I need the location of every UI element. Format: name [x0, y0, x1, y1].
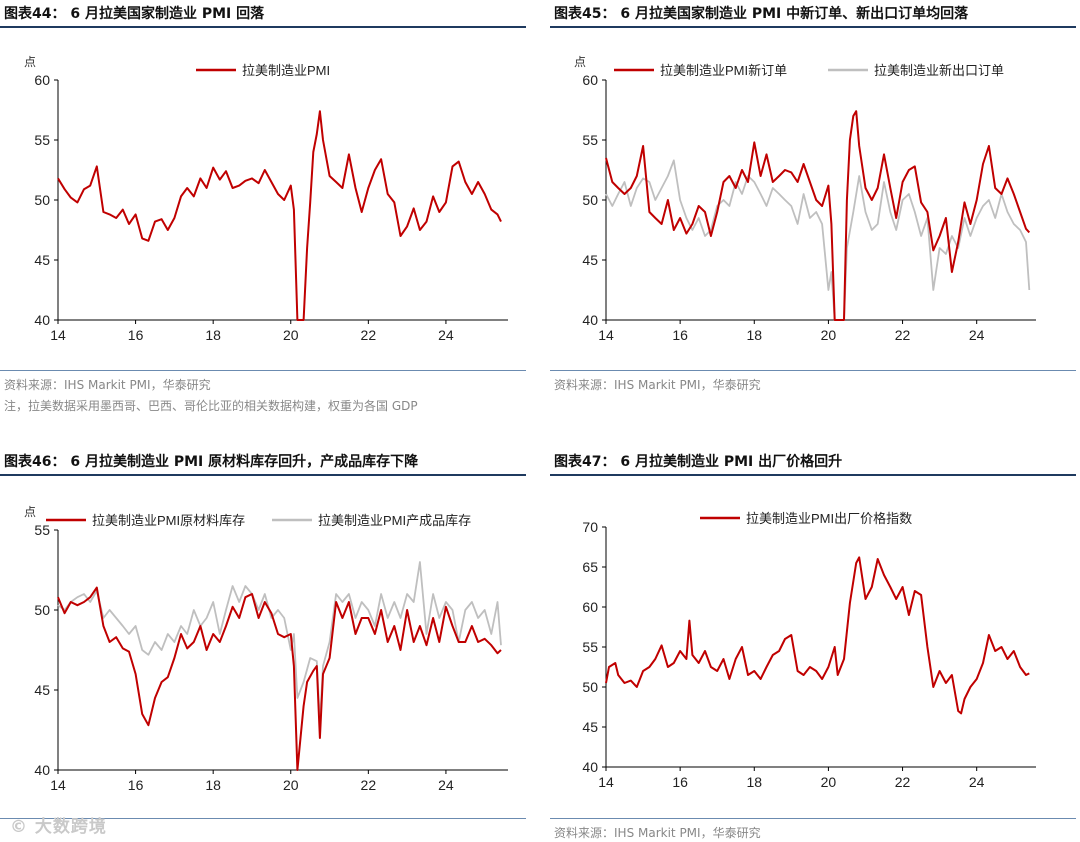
source-text: 资料来源：IHS Markit PMI，华泰研究 — [554, 826, 761, 840]
x-tick-label: 22 — [361, 327, 377, 343]
legend-label: 拉美制造业PMI — [242, 63, 330, 78]
x-tick-label: 24 — [969, 327, 985, 343]
y-tick-label: 45 — [582, 719, 598, 735]
y-tick-label: 50 — [34, 602, 50, 618]
x-tick-label: 18 — [205, 327, 221, 343]
x-tick-label: 24 — [438, 327, 454, 343]
x-tick-label: 14 — [598, 774, 614, 790]
x-tick-label: 18 — [746, 774, 762, 790]
chart-title: 图表44： 6 月拉美国家制造业 PMI 回落 — [4, 6, 265, 22]
x-tick-label: 20 — [821, 774, 837, 790]
y-tick-label: 40 — [34, 312, 50, 328]
source-divider — [0, 370, 526, 371]
y-axis-unit-label: 点 — [24, 55, 36, 69]
y-tick-label: 55 — [582, 639, 598, 655]
x-tick-label: 22 — [361, 777, 377, 793]
note-text: 注，拉美数据采用墨西哥、巴西、哥伦比亚的相关数据构建，权重为各国 GDP — [4, 399, 418, 413]
legend-label: 拉美制造业PMI产成品库存 — [318, 513, 471, 528]
y-tick-label: 40 — [582, 312, 598, 328]
x-tick-label: 14 — [50, 777, 66, 793]
chart-45-plot: 点 40 45 50 55 60 14 16 18 20 22 24 拉美制造业PMI新订单 拉美制造业新… — [574, 55, 1036, 343]
chart-panel-46: 图表46： 6 月拉美制造业 PMI 原材料库存回升，产成品库存下降 点 40 45… — [0, 448, 540, 842]
source-divider — [550, 370, 1076, 371]
x-tick-label: 24 — [969, 774, 985, 790]
series-line — [57, 561, 502, 723]
y-tick-label: 60 — [34, 72, 50, 88]
source-text: 资料来源：IHS Markit PMI，华泰研究 — [554, 378, 761, 392]
x-tick-label: 14 — [598, 327, 614, 343]
legend-label: 拉美制造业新出口订单 — [874, 63, 1004, 78]
y-tick-label: 45 — [582, 252, 598, 268]
chart-panel-45: 图表45： 6 月拉美国家制造业 PMI 中新订单、新出口订单均回落 点 40 45… — [550, 0, 1080, 420]
chart-title: 图表47： 6 月拉美制造业 PMI 出厂价格回升 — [554, 454, 843, 470]
y-tick-label: 45 — [34, 682, 50, 698]
x-tick-label: 20 — [821, 327, 837, 343]
series-line — [57, 586, 502, 771]
x-tick-label: 22 — [895, 774, 911, 790]
y-tick-label: 65 — [582, 559, 598, 575]
y-tick-label: 55 — [582, 132, 598, 148]
x-tick-label: 20 — [283, 777, 299, 793]
x-tick-label: 18 — [205, 777, 221, 793]
series-line — [57, 110, 502, 321]
x-tick-label: 16 — [128, 327, 144, 343]
y-tick-label: 70 — [582, 519, 598, 535]
y-tick-label: 50 — [34, 192, 50, 208]
chart-title: 图表46： 6 月拉美制造业 PMI 原材料库存回升，产成品库存下降 — [4, 454, 419, 470]
y-tick-label: 55 — [34, 132, 50, 148]
series-line — [605, 556, 1030, 715]
y-tick-label: 55 — [34, 522, 50, 538]
source-divider — [550, 818, 1076, 819]
x-tick-label: 16 — [672, 327, 688, 343]
watermark-logo: © 大数跨境 — [10, 817, 107, 837]
x-tick-label: 24 — [438, 777, 454, 793]
y-tick-label: 60 — [582, 599, 598, 615]
y-tick-label: 40 — [582, 759, 598, 775]
y-tick-label: 50 — [582, 192, 598, 208]
x-tick-label: 20 — [283, 327, 299, 343]
chart-title-bar: 图表45： 6 月拉美国家制造业 PMI 中新订单、新出口订单均回落 — [550, 0, 1076, 28]
x-tick-label: 18 — [746, 327, 762, 343]
series-line — [605, 159, 1031, 321]
chart-title-bar: 图表47： 6 月拉美制造业 PMI 出厂价格回升 — [550, 448, 1076, 476]
y-axis-unit-label: 点 — [574, 55, 586, 69]
chart-panel-44: 图表44： 6 月拉美国家制造业 PMI 回落 点 40 45 50 55 60 14 16 1… — [0, 0, 540, 420]
legend-label: 拉美制造业PMI原材料库存 — [92, 513, 245, 528]
legend-label: 拉美制造业PMI出厂价格指数 — [746, 511, 912, 526]
source-divider — [0, 818, 526, 819]
x-tick-label: 22 — [895, 327, 911, 343]
chart-title: 图表45： 6 月拉美国家制造业 PMI 中新订单、新出口订单均回落 — [554, 6, 969, 22]
x-tick-label: 14 — [50, 327, 66, 343]
x-tick-label: 16 — [128, 777, 144, 793]
series-line — [605, 110, 1031, 321]
chart-47-plot: 40 45 50 55 60 65 70 14 16 18 20 22 24 拉美制造业PMI出厂价格指数 — [582, 511, 1036, 790]
y-tick-label: 45 — [34, 252, 50, 268]
y-tick-label: 50 — [582, 679, 598, 695]
legend-label: 拉美制造业PMI新订单 — [660, 63, 787, 78]
y-axis-unit-label: 点 — [24, 505, 36, 519]
chart-title-bar: 图表44： 6 月拉美国家制造业 PMI 回落 — [0, 0, 526, 28]
y-tick-label: 40 — [34, 762, 50, 778]
chart-46-plot: 点 40 45 50 55 14 16 18 20 22 24 拉美制造业PMI原材料库存 拉美制造业P… — [24, 505, 508, 793]
x-tick-label: 16 — [672, 774, 688, 790]
source-text: 资料来源：IHS Markit PMI，华泰研究 — [4, 378, 211, 392]
chart-panel-47: 图表47： 6 月拉美制造业 PMI 出厂价格回升 40 45 50 55 60 65 70… — [550, 448, 1080, 842]
chart-44-plot: 点 40 45 50 55 60 14 16 18 20 22 24 拉美制造业PMI — [24, 55, 508, 343]
y-tick-label: 60 — [582, 72, 598, 88]
chart-title-bar: 图表46： 6 月拉美制造业 PMI 原材料库存回升，产成品库存下降 — [0, 448, 526, 476]
